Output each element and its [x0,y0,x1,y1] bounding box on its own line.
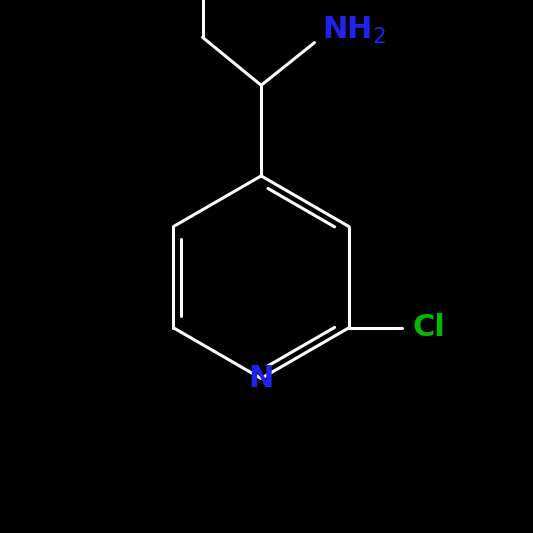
Text: NH$_2$: NH$_2$ [322,15,386,46]
Text: Cl: Cl [413,313,446,342]
Text: N: N [248,364,274,393]
